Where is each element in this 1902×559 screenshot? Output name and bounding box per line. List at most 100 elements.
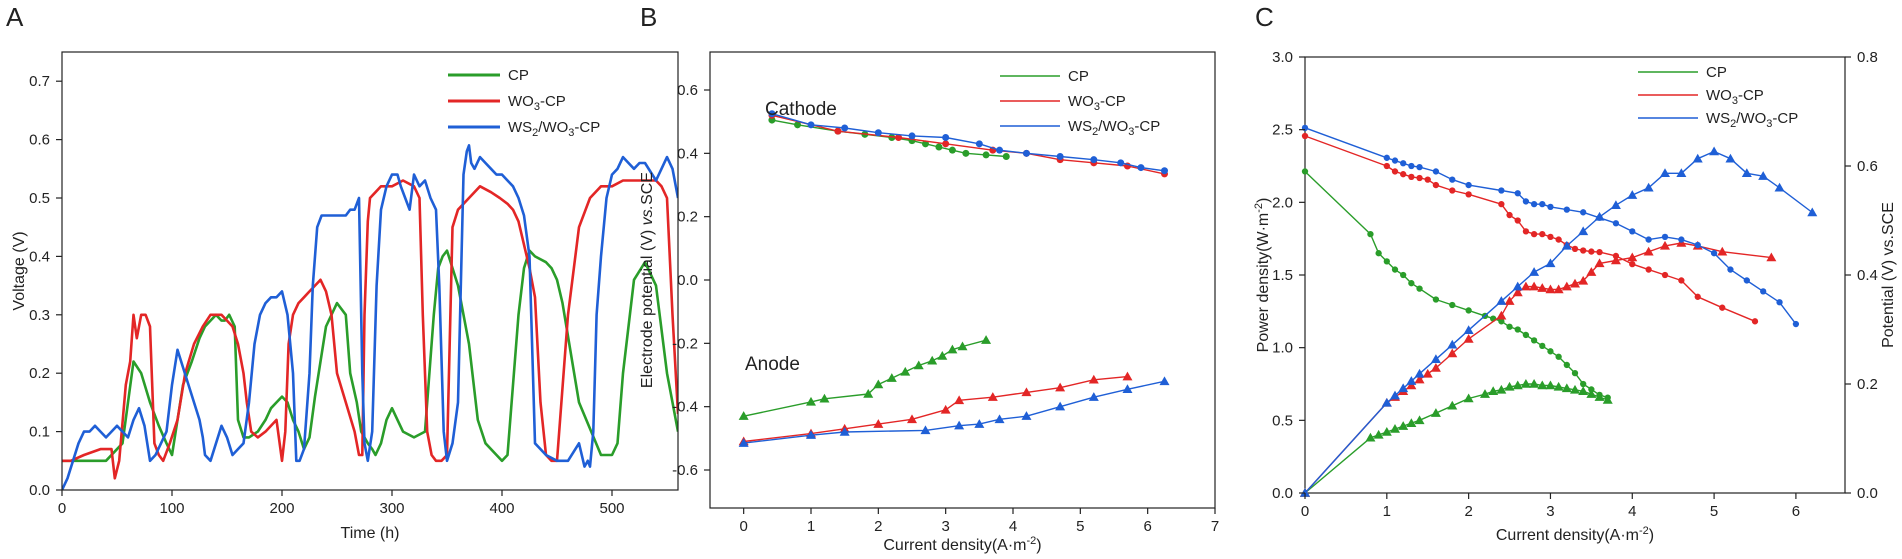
chart-panel-c: 0 1 2 3 4 5 6 0.0 0.5 1.0 1.5 2.0 2.5 3.0 0.0 0.2 0.4 0.6… [1253, 49, 1897, 544]
data-point-cp-potential [1547, 348, 1553, 354]
series-line-cp-power [1305, 384, 1608, 493]
data-point-cp-cathode [962, 150, 969, 157]
y-tick-label: 0.0 [29, 482, 50, 499]
data-point-cp-potential [1302, 168, 1308, 174]
data-point-ws2-wo3-cp-potential [1678, 236, 1684, 242]
y-tick-label: 0.5 [29, 190, 50, 207]
data-point-wo3-cp-potential [1596, 249, 1602, 255]
annotation-anode: Anode [745, 354, 800, 375]
x-axis-label: Current density(A·m-2) [1496, 525, 1654, 544]
data-point-ws2-wo3-cp-cathode [1137, 164, 1144, 171]
x-tick-label: 300 [379, 500, 404, 517]
data-point-wo3-cp-power [1464, 334, 1474, 343]
data-point-cp-potential [1523, 332, 1529, 338]
y-tick-label: 3.0 [1272, 49, 1293, 66]
y-tick-label: 0.6 [677, 82, 698, 99]
data-point-cp-potential [1465, 307, 1471, 313]
y-tick-label: 0.7 [29, 73, 50, 90]
x-tick-label: 1 [807, 518, 815, 535]
data-point-ws2-wo3-cp-potential [1695, 242, 1701, 248]
data-point-wo3-cp-potential [1465, 191, 1471, 197]
data-point-cp-cathode [949, 147, 956, 154]
data-point-ws2-wo3-cp-potential [1793, 321, 1799, 327]
y-tick-label: 0.5 [1272, 412, 1293, 429]
data-point-cp-potential [1416, 285, 1422, 291]
annotation-cathode: Cathode [765, 99, 837, 120]
y-axis-label: Electrode potential (V) vs.SCE [639, 172, 656, 388]
data-point-wo3-cp-potential [1580, 247, 1586, 253]
y-axis-label: Voltage (V) [11, 231, 28, 310]
y-tick-label: 0.4 [29, 248, 50, 265]
data-point-cp-anode [981, 335, 991, 344]
data-point-ws2-wo3-cp-power [1529, 267, 1539, 276]
x-tick-label: 1 [1383, 503, 1391, 520]
y-axis-label: Power density(W·m-2) [1253, 198, 1272, 353]
data-point-cp-anode [900, 367, 910, 376]
data-point-ws2-wo3-cp-potential [1433, 168, 1439, 174]
data-point-wo3-cp-potential [1302, 133, 1308, 139]
data-point-cp-potential [1531, 337, 1537, 343]
a-legend-label-ws2-wo3-cp: WS2/WO3-CP [508, 119, 600, 139]
data-point-wo3-cp-anode [1122, 372, 1132, 381]
data-point-wo3-cp-anode [941, 405, 951, 414]
b-legend-label-ws2-wo3-cp: WS2/WO3-CP [1068, 118, 1160, 138]
data-point-ws2-wo3-cp-potential [1776, 299, 1782, 305]
data-point-ws2-wo3-cp-potential [1531, 201, 1537, 207]
data-point-ws2-wo3-cp-potential [1645, 236, 1651, 242]
y-tick-label: 0.0 [1272, 485, 1293, 502]
data-point-ws2-wo3-cp-power [1775, 183, 1785, 192]
data-point-wo3-cp-potential [1515, 217, 1521, 223]
panel-letter-a: A [6, 2, 24, 32]
data-point-cp-anode [937, 351, 947, 360]
data-point-ws2-wo3-cp-potential [1727, 266, 1733, 272]
data-point-ws2-wo3-cp-cathode [1057, 153, 1064, 160]
data-point-cp-power [1415, 415, 1425, 424]
data-point-ws2-wo3-cp-cathode [1023, 150, 1030, 157]
x-tick-label: 0 [1301, 503, 1309, 520]
data-point-cp-potential [1515, 326, 1521, 332]
data-point-wo3-cp-potential [1678, 277, 1684, 283]
series-line-cp-potential [1305, 172, 1608, 398]
series-line-ws2-wo3-cp-power [1305, 152, 1812, 494]
data-point-cp-potential [1449, 302, 1455, 308]
data-point-ws2-wo3-cp-power [1693, 154, 1703, 163]
series-line-wo3-cp-potential [1305, 136, 1755, 321]
x-tick-label: 0 [58, 500, 66, 517]
a-legend-label-cp: CP [508, 67, 529, 84]
data-point-ws2-wo3-cp-potential [1523, 198, 1529, 204]
y-tick-label: 0.0 [677, 272, 698, 289]
data-point-cp-anode [873, 380, 883, 389]
data-point-cp-cathode [983, 151, 990, 158]
series-group [62, 145, 678, 490]
data-point-cp-cathode [935, 144, 942, 151]
data-point-cp-potential [1506, 324, 1512, 330]
data-point-wo3-cp-potential [1433, 182, 1439, 188]
data-point-ws2-wo3-cp-cathode [1161, 167, 1168, 174]
data-point-ws2-wo3-cp-cathode [1117, 159, 1124, 166]
data-point-ws2-wo3-cp-power [1709, 146, 1719, 155]
data-point-ws2-wo3-cp-power [1611, 200, 1621, 209]
data-point-wo3-cp-cathode [942, 140, 949, 147]
y2-tick-label: 0.4 [1857, 267, 1878, 284]
y-tick-label: 2.0 [1272, 194, 1293, 211]
x-tick-label: 0 [739, 518, 747, 535]
data-point-ws2-wo3-cp-cathode [909, 132, 916, 139]
data-point-ws2-wo3-cp-potential [1547, 204, 1553, 210]
data-point-wo3-cp-potential [1416, 175, 1422, 181]
data-point-ws2-wo3-cp-potential [1613, 220, 1619, 226]
panel-letter-b: B [640, 2, 657, 32]
y-tick-label: 0.2 [29, 365, 50, 382]
b-legend-label-wo3-cp: WO3-CP [1068, 93, 1126, 113]
x-tick-label: 7 [1211, 518, 1219, 535]
data-point-cp-potential [1433, 296, 1439, 302]
c-legend-label-cp: CP [1706, 64, 1727, 81]
data-point-cp-power [1431, 408, 1441, 417]
data-point-cp-anode [887, 373, 897, 382]
data-point-wo3-cp-power [1496, 311, 1506, 320]
data-point-ws2-wo3-cp-potential [1400, 160, 1406, 166]
data-point-ws2-wo3-cp-cathode [976, 140, 983, 147]
x-tick-label: 400 [489, 500, 514, 517]
data-point-wo3-cp-potential [1425, 176, 1431, 182]
data-point-wo3-cp-potential [1629, 261, 1635, 267]
data-point-ws2-wo3-cp-cathode [808, 121, 815, 128]
